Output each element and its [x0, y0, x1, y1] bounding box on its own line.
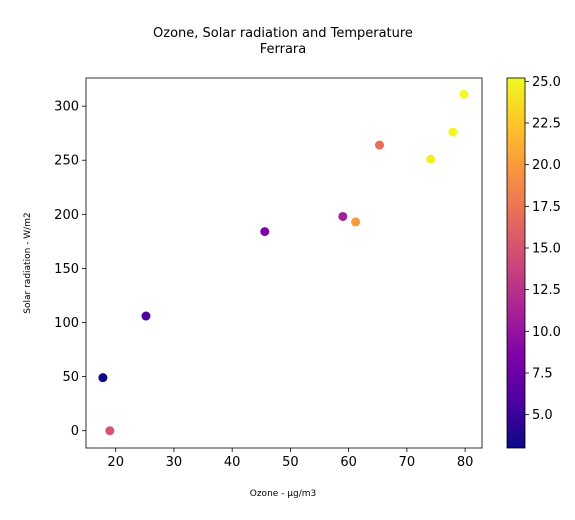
colorbar-tick-label: 7.5	[532, 367, 553, 382]
y-tick-label: 100	[54, 316, 79, 331]
x-tick-label: 40	[224, 455, 241, 470]
colorbar-gradient	[507, 78, 525, 448]
x-tick-label: 60	[340, 455, 357, 470]
y-tick-label: 300	[54, 100, 79, 115]
scatter-point	[426, 155, 435, 164]
x-tick-label: 30	[166, 455, 183, 470]
chart-title-line-2: Ferrara	[260, 42, 307, 57]
y-axis-label: Solar radiation - W/m2	[23, 212, 33, 313]
y-tick-label: 150	[54, 262, 79, 277]
x-axis-label: Ozone - µg/m3	[250, 489, 317, 499]
plot-area: 20 30 40 50 60 70 80 0 50 100 150 200 250 300	[54, 78, 482, 470]
y-tick-label: 50	[62, 370, 79, 385]
scatter-point	[459, 90, 468, 99]
scatter-point	[105, 426, 114, 435]
colorbar-tick-label: 10.0	[532, 325, 561, 340]
colorbar-tick-label: 17.5	[532, 200, 561, 215]
x-tick-label: 50	[282, 455, 299, 470]
scatter-point	[98, 373, 107, 382]
scatter-point	[338, 212, 347, 221]
scatter-point	[448, 128, 457, 137]
y-tick-label: 250	[54, 154, 79, 169]
colorbar: 5.0 7.5 10.0 12.5 15.0 17.5 20.0 22.5 25.0	[507, 75, 561, 448]
chart-title-line-1: Ozone, Solar radiation and Temperature	[153, 26, 413, 41]
colorbar-tick-label: 5.0	[532, 408, 553, 423]
scatter-point	[260, 227, 269, 236]
plot-frame	[86, 78, 482, 448]
scatter-point	[351, 217, 360, 226]
y-tick-label: 0	[71, 424, 79, 439]
colorbar-tick-label: 20.0	[532, 158, 561, 173]
colorbar-tick-label: 25.0	[532, 75, 561, 90]
x-tick-label: 70	[399, 455, 416, 470]
scatter-point	[141, 312, 150, 321]
scatter-point	[375, 141, 384, 150]
x-tick-label: 20	[107, 455, 124, 470]
colorbar-tick-label: 15.0	[532, 242, 561, 257]
colorbar-tick-label: 22.5	[532, 117, 561, 132]
colorbar-tick-label: 12.5	[532, 283, 561, 298]
x-tick-label: 80	[457, 455, 474, 470]
y-tick-label: 200	[54, 208, 79, 223]
